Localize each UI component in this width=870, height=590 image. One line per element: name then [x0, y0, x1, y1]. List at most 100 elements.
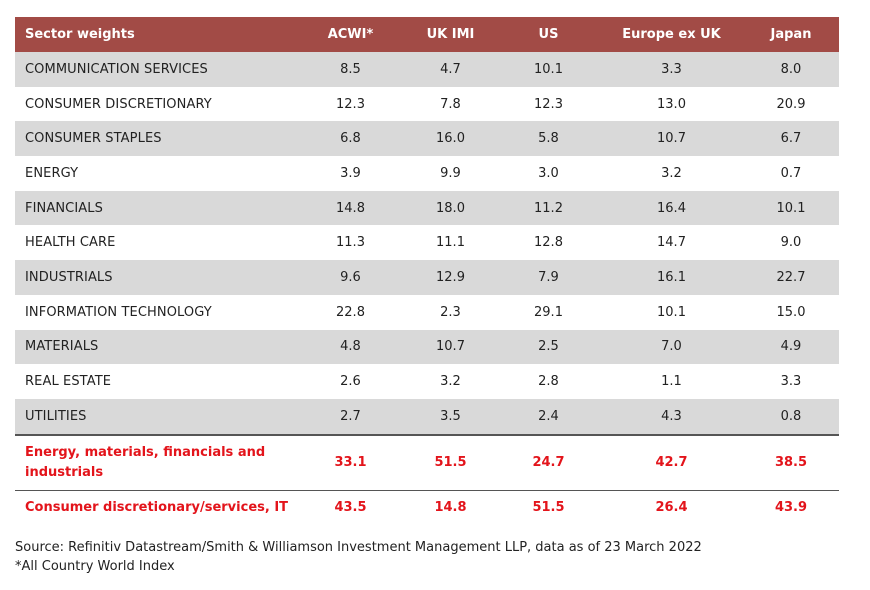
row-value: 12.8 [534, 235, 563, 251]
table-header: Sector weights ACWI* UK IMI US Europe ex… [15, 17, 839, 52]
row-value: 2.8 [538, 374, 559, 390]
row-value: 22.7 [776, 269, 806, 285]
row-value: 2.4 [538, 408, 559, 424]
row-value: 3.2 [440, 374, 461, 390]
summary-label: Energy, materials, financials and indust… [25, 444, 266, 480]
summary-value: 43.5 [334, 499, 367, 515]
row-value: 2.3 [440, 304, 461, 320]
row-value: 11.1 [436, 235, 465, 251]
summary-value: 24.7 [532, 455, 565, 471]
row-value: 14.7 [657, 235, 686, 251]
row-value: 3.0 [538, 165, 559, 181]
summary-label: Consumer discretionary/services, IT [25, 499, 289, 515]
row-label: MATERIALS [25, 339, 99, 355]
header-japan: Japan [770, 27, 812, 42]
table-row: UTILITIES 2.7 3.5 2.4 4.3 0.8 [15, 398, 839, 434]
summary-value: 42.7 [655, 455, 688, 471]
row-value: 3.2 [661, 165, 682, 181]
row-value: 4.8 [340, 339, 361, 355]
table-row: ENERGY 3.9 9.9 3.0 3.2 0.7 [15, 156, 839, 191]
row-label: REAL ESTATE [25, 374, 112, 390]
row-value: 8.5 [340, 61, 361, 77]
summary-value: 26.4 [655, 499, 688, 515]
row-value: 4.9 [780, 339, 802, 355]
table-row: CONSUMER STAPLES 6.8 16.0 5.8 10.7 6.7 [15, 121, 839, 157]
header-acwi: ACWI* [327, 27, 374, 42]
table-row: HEALTH CARE 11.3 11.1 12.8 14.7 9.0 [15, 225, 839, 260]
row-value: 10.1 [657, 304, 686, 320]
row-value: 11.2 [534, 200, 563, 216]
row-value: 8.0 [780, 61, 802, 77]
row-value: 10.7 [657, 131, 686, 147]
row-value: 9.6 [340, 269, 361, 285]
footnote: *All Country World Index [15, 559, 175, 574]
summary-row-growth: Consumer discretionary/services, IT 43.5… [15, 491, 839, 524]
row-value: 22.8 [336, 304, 365, 320]
summary-value: 33.1 [334, 455, 367, 471]
row-value: 0.7 [780, 165, 802, 181]
row-value: 11.3 [336, 235, 365, 251]
row-value: 2.5 [538, 339, 559, 355]
row-value: 18.0 [436, 200, 465, 216]
summary-value: 38.5 [774, 455, 808, 471]
header-us: US [538, 27, 559, 42]
table-row: REAL ESTATE 2.6 3.2 2.8 1.1 3.3 [15, 364, 839, 399]
row-label: INFORMATION TECHNOLOGY [25, 304, 212, 320]
row-label: INDUSTRIALS [25, 269, 113, 285]
row-label: ENERGY [25, 165, 79, 181]
table-row: INFORMATION TECHNOLOGY 22.8 2.3 29.1 10.1 15.… [15, 295, 839, 330]
row-value: 2.6 [340, 374, 361, 390]
row-value: 12.3 [336, 96, 365, 112]
table-row: MATERIALS 4.8 10.7 2.5 7.0 4.9 [15, 329, 839, 365]
source-note: Source: Refinitiv Datastream/Smith & Wil… [15, 540, 702, 555]
row-value: 16.4 [657, 200, 686, 216]
row-value: 0.8 [780, 408, 802, 424]
header-sector-weights: Sector weights [25, 27, 135, 42]
row-value: 7.9 [538, 269, 559, 285]
row-value: 9.0 [780, 235, 802, 251]
row-value: 3.9 [340, 165, 361, 181]
row-label: FINANCIALS [25, 200, 103, 216]
row-label: UTILITIES [25, 408, 87, 424]
notes: Source: Refinitiv Datastream/Smith & Wil… [15, 538, 702, 576]
row-value: 3.3 [780, 374, 802, 390]
row-value: 10.1 [776, 200, 806, 216]
row-value: 20.9 [776, 96, 806, 112]
row-value: 7.8 [440, 96, 461, 112]
sector-weights-table: Sector weights ACWI* UK IMI US Europe ex… [15, 17, 839, 524]
row-value: 3.3 [661, 61, 682, 77]
row-label: CONSUMER STAPLES [25, 131, 162, 147]
summary-value: 43.9 [774, 499, 808, 515]
row-label: COMMUNICATION SERVICES [25, 61, 208, 77]
header-uk-imi: UK IMI [426, 27, 475, 42]
row-label: CONSUMER DISCRETIONARY [25, 96, 212, 112]
header-europe-ex-uk: Europe ex UK [622, 27, 721, 42]
table-body: COMMUNICATION SERVICES 8.5 4.7 10.1 3.3 8.0 CO… [15, 52, 839, 434]
row-value: 15.0 [776, 304, 806, 320]
row-value: 10.7 [436, 339, 465, 355]
row-value: 6.7 [780, 131, 802, 147]
row-value: 12.3 [534, 96, 563, 112]
table-row: INDUSTRIALS 9.6 12.9 7.9 16.1 22.7 [15, 260, 839, 295]
row-value: 14.8 [336, 200, 365, 216]
table-row: COMMUNICATION SERVICES 8.5 4.7 10.1 3.3 8.0 [15, 52, 839, 87]
summary-value: 51.5 [532, 499, 565, 515]
row-value: 5.8 [538, 131, 559, 147]
row-value: 4.7 [440, 61, 461, 77]
row-value: 12.9 [436, 269, 465, 285]
row-value: 10.1 [534, 61, 563, 77]
row-value: 7.0 [661, 339, 682, 355]
row-value: 16.1 [657, 269, 686, 285]
summary-value: 14.8 [434, 499, 467, 515]
table-row: FINANCIALS 14.8 18.0 11.2 16.4 10.1 [15, 190, 839, 226]
row-value: 2.7 [340, 408, 361, 424]
row-value: 6.8 [340, 131, 361, 147]
summary-row-cyclicals: Energy, materials, financials and indust… [15, 433, 839, 491]
summary-value: 51.5 [434, 455, 467, 471]
row-value: 4.3 [661, 408, 682, 424]
row-value: 29.1 [534, 304, 563, 320]
row-value: 16.0 [436, 131, 465, 147]
row-value: 3.5 [440, 408, 461, 424]
row-value: 1.1 [661, 374, 682, 390]
row-value: 13.0 [657, 96, 686, 112]
